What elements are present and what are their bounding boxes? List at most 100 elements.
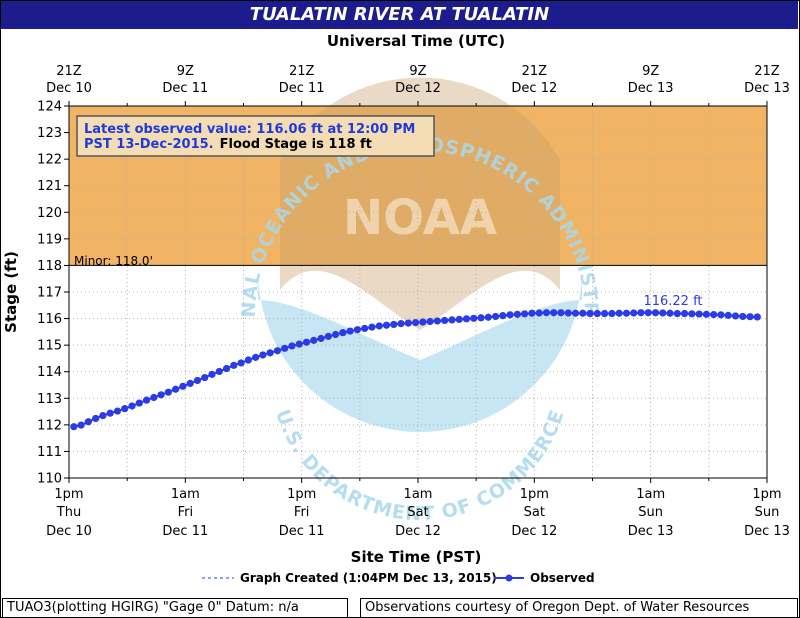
- observed-point: [92, 414, 100, 423]
- chart-title: TUALATIN RIVER AT TUALATIN: [1, 1, 798, 29]
- observed-point: [731, 312, 740, 320]
- observed-point: [361, 324, 369, 333]
- y-axis: 110 111 112 113 114 115 116 117 118 119 120 121 122 1…: [37, 100, 69, 487]
- observed-point: [288, 342, 296, 350]
- observed-point: [368, 323, 376, 331]
- bottom-tick-day: Fri: [294, 505, 310, 520]
- observed-point: [470, 314, 478, 322]
- observed-point: [390, 320, 398, 329]
- observed-point: [150, 393, 158, 402]
- top-axis-title: Universal Time (UTC): [327, 32, 505, 50]
- y-tick-label: 120: [37, 206, 62, 221]
- observed-point: [172, 385, 180, 393]
- observed-point: [601, 309, 609, 318]
- bottom-tick-date: Dec 10: [46, 524, 92, 539]
- observed-point: [542, 309, 551, 317]
- observed-point: [688, 310, 696, 318]
- bottom-tick-date: Dec 13: [744, 524, 790, 539]
- y-tick-label: 114: [37, 365, 62, 380]
- bottom-tick-day: Fri: [178, 505, 194, 520]
- annotation-line2-value: PST 13-Dec-2015.: [84, 137, 214, 152]
- bottom-tick-time: 1am: [171, 487, 200, 502]
- observed-point: [179, 382, 187, 390]
- observed-point: [252, 353, 260, 361]
- observed-point: [324, 332, 332, 340]
- observed-point: [622, 309, 631, 317]
- bottom-tick-date: Dec 11: [279, 524, 325, 539]
- observed-point: [193, 376, 202, 385]
- y-tick-label: 118: [37, 259, 62, 274]
- y-axis-title: Stage (ft): [2, 251, 20, 333]
- bottom-tick-day: Thu: [56, 505, 81, 520]
- observed-point: [266, 349, 274, 357]
- observed-point: [302, 338, 311, 346]
- observed-point: [244, 356, 252, 364]
- observed-point: [201, 373, 209, 382]
- observed-point: [375, 322, 383, 330]
- y-tick-label: 117: [37, 286, 62, 301]
- bottom-tick-time: 1pm: [287, 487, 316, 502]
- top-tick-label: 9Z: [409, 64, 426, 79]
- top-tick-label: 9Z: [642, 64, 659, 79]
- top-tick-date: Dec 11: [162, 81, 208, 96]
- observed-point: [281, 344, 289, 352]
- observed-point: [659, 309, 667, 317]
- observed-point: [630, 309, 638, 317]
- bottom-tick-date: Dec 13: [628, 524, 674, 539]
- legend-observed-marker: [505, 574, 513, 582]
- top-tick-label: 21Z: [754, 64, 780, 79]
- observed-point: [680, 309, 689, 318]
- observed-point: [484, 313, 492, 321]
- observed-point: [637, 309, 645, 317]
- bottom-axis-title: Site Time (PST): [351, 548, 482, 566]
- bottom-tick-date: Dec 12: [511, 524, 557, 539]
- y-tick-label: 121: [37, 179, 62, 194]
- annotation-flood-stage: Flood Stage is 118 ft: [220, 137, 372, 152]
- observed-point: [506, 311, 514, 319]
- observed-point: [186, 379, 194, 388]
- observed-point: [353, 326, 362, 334]
- peak-value-label: 116.22 ft: [643, 294, 702, 309]
- observed-point: [273, 347, 282, 355]
- observed-point: [339, 329, 347, 337]
- observed-point: [666, 309, 674, 317]
- latest-value-annotation: Latest observed value: 116.06 ft at 12:0…: [76, 115, 435, 157]
- footer-gage-info: TUAO3(plotting HGIRG) "Gage 0" Datum: n/…: [2, 598, 348, 618]
- observed-point: [724, 311, 732, 319]
- observed-series: [70, 309, 761, 431]
- observed-point: [455, 315, 463, 323]
- observed-point: [317, 334, 325, 343]
- observed-point: [346, 327, 354, 335]
- y-tick-label: 111: [37, 445, 62, 460]
- observed-point: [513, 310, 521, 318]
- observed-point: [331, 330, 340, 339]
- observed-point: [411, 318, 420, 327]
- footer-courtesy: Observations courtesy of Oregon Dept. of…: [360, 598, 798, 618]
- top-tick-date: Dec 10: [46, 81, 92, 96]
- bottom-tick-date: Dec 12: [395, 524, 441, 539]
- top-tick-label: 9Z: [177, 64, 194, 79]
- observed-point: [579, 309, 587, 317]
- observed-point: [157, 391, 165, 399]
- observed-point: [550, 309, 558, 317]
- observed-point: [651, 309, 660, 317]
- legend-graph-created: Graph Created (1:04PM Dec 13, 2015): [240, 571, 497, 585]
- observed-point: [77, 421, 85, 429]
- observed-point: [113, 407, 122, 415]
- watermark-blue-shape: [258, 270, 582, 432]
- y-tick-label: 119: [37, 232, 62, 247]
- observed-point: [695, 310, 703, 318]
- observed-point: [106, 409, 114, 417]
- bottom-tick-date: Dec 11: [162, 524, 208, 539]
- observed-point: [382, 321, 391, 329]
- observed-point: [702, 310, 711, 318]
- y-tick-label: 112: [37, 418, 62, 433]
- observed-point: [615, 309, 623, 317]
- observed-point: [70, 423, 78, 431]
- observed-point: [746, 313, 754, 321]
- observed-point: [557, 309, 565, 317]
- observed-point: [462, 315, 471, 323]
- observed-point: [142, 396, 151, 404]
- observed-point: [644, 309, 652, 317]
- y-tick-label: 116: [37, 312, 62, 327]
